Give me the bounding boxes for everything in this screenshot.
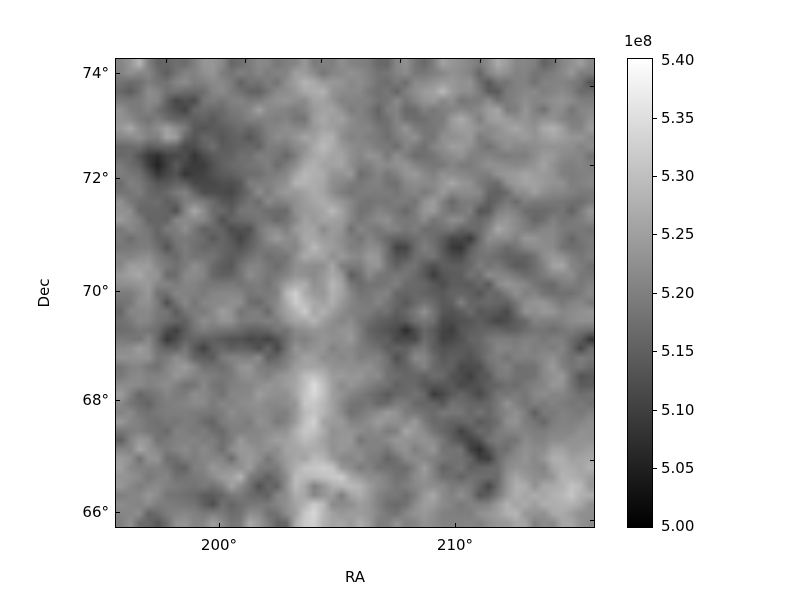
y-tick-mark-right bbox=[590, 86, 594, 87]
colorbar-tick-mark bbox=[653, 293, 657, 294]
y-axis-label: Dec bbox=[35, 278, 53, 308]
colorbar-tick-label: 5.00 bbox=[661, 517, 695, 535]
heatmap-image bbox=[116, 59, 594, 527]
y-tick-mark-right bbox=[590, 460, 594, 461]
colorbar-tick-label: 5.30 bbox=[661, 167, 695, 185]
x-tick-mark bbox=[219, 523, 220, 527]
y-tick-mark bbox=[116, 73, 120, 74]
colorbar-tick-mark bbox=[653, 351, 657, 352]
sky-map-axes[interactable] bbox=[115, 58, 595, 528]
colorbar-tick-label: 5.35 bbox=[661, 109, 695, 127]
colorbar-gradient bbox=[628, 59, 652, 527]
y-tick-mark bbox=[116, 178, 120, 179]
x-tick-label: 200° bbox=[200, 536, 238, 554]
x-axis-label: RA bbox=[344, 568, 366, 586]
colorbar-tick-label: 5.20 bbox=[661, 284, 695, 302]
y-tick-label: 70° bbox=[82, 282, 109, 300]
y-tick-label: 74° bbox=[82, 64, 109, 82]
colorbar-tick-label: 5.25 bbox=[661, 225, 695, 243]
y-tick-label: 66° bbox=[82, 503, 109, 521]
colorbar-tick-mark bbox=[653, 234, 657, 235]
colorbar-tick-mark bbox=[653, 118, 657, 119]
colorbar-tick-label: 5.40 bbox=[661, 51, 695, 69]
y-tick-label: 68° bbox=[82, 391, 109, 409]
colorbar-tick-label: 5.15 bbox=[661, 342, 695, 360]
colorbar-tick-mark bbox=[653, 410, 657, 411]
y-tick-mark bbox=[116, 291, 120, 292]
x-tick-label: 210° bbox=[436, 536, 474, 554]
colorbar-tick-label: 5.10 bbox=[661, 401, 695, 419]
y-tick-label: 72° bbox=[82, 169, 109, 187]
y-tick-mark-right bbox=[590, 520, 594, 521]
colorbar-axes[interactable] bbox=[627, 58, 653, 528]
colorbar-tick-mark bbox=[653, 176, 657, 177]
colorbar-tick-label: 5.05 bbox=[661, 459, 695, 477]
y-tick-mark bbox=[116, 400, 120, 401]
x-tick-mark bbox=[455, 523, 456, 527]
y-tick-mark bbox=[116, 512, 120, 513]
colorbar-offset-text: 1e8 bbox=[624, 32, 653, 50]
y-tick-mark-right bbox=[590, 165, 594, 166]
colorbar-tick-mark bbox=[653, 468, 657, 469]
